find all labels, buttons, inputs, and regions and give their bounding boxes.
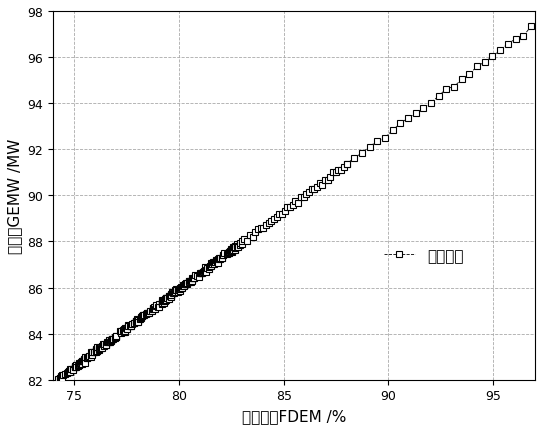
优化结果 <box>55 377 62 382</box>
优化结果 <box>397 122 404 127</box>
优化结果 <box>150 307 156 312</box>
优化结果 <box>101 343 107 348</box>
Line: 优化结果: 优化结果 <box>55 25 534 382</box>
Legend: 优化结果: 优化结果 <box>378 242 469 269</box>
优化结果 <box>149 308 155 313</box>
优化结果 <box>113 334 120 339</box>
优化结果 <box>527 25 534 30</box>
X-axis label: 总阀位值FDEM /%: 总阀位值FDEM /% <box>242 408 346 423</box>
优化结果 <box>271 217 278 222</box>
Y-axis label: 功率值GEMW /MW: 功率值GEMW /MW <box>7 138 22 253</box>
